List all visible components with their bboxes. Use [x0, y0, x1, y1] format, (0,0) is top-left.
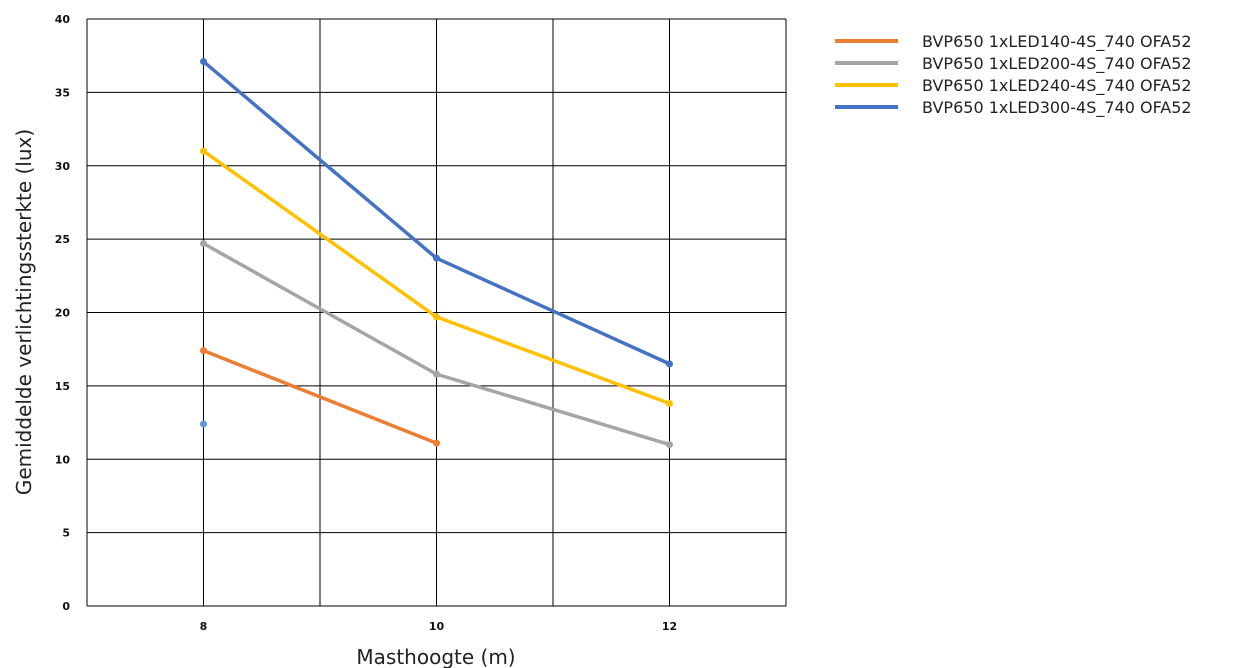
y-tick-label: 30 [55, 160, 71, 173]
data-point [433, 313, 440, 321]
y-tick-label: 35 [55, 86, 70, 99]
legend-label: BVP650 1xLED300-4S_740 OFA52 [922, 98, 1192, 118]
data-point [200, 420, 207, 428]
y-axis-ticks: 0 5 10 15 20 25 30 35 40 [55, 13, 71, 613]
legend-label: BVP650 1xLED200-4S_740 OFA52 [922, 54, 1192, 74]
data-point [666, 399, 673, 407]
x-axis-ticks: 8 10 12 [200, 620, 677, 633]
x-axis-label: Masthoogte (m) [356, 645, 515, 668]
data-point [433, 370, 440, 378]
legend-label: BVP650 1xLED240-4S_740 OFA52 [922, 76, 1192, 96]
y-tick-label: 40 [55, 13, 71, 26]
y-tick-label: 25 [55, 233, 70, 246]
y-tick-label: 20 [55, 307, 71, 320]
data-point [200, 147, 207, 155]
data-point [666, 360, 673, 368]
y-tick-label: 10 [55, 453, 71, 466]
data-point [666, 441, 673, 449]
data-points [200, 58, 673, 449]
y-axis-label: Gemiddelde verlichtingssterkte (lux) [12, 129, 36, 495]
x-tick-label: 8 [200, 620, 208, 633]
grid [86, 18, 787, 607]
x-tick-label: 12 [662, 620, 677, 633]
data-point [433, 254, 440, 262]
data-point [433, 439, 440, 447]
x-tick-label: 10 [429, 620, 445, 633]
data-point [200, 347, 207, 355]
legend-label: BVP650 1xLED140-4S_740 OFA52 [922, 32, 1192, 52]
y-tick-label: 15 [55, 380, 70, 393]
y-tick-label: 0 [62, 600, 70, 613]
data-point [200, 58, 207, 66]
y-tick-label: 5 [62, 527, 70, 540]
data-point [200, 240, 207, 248]
series-line-1 [201, 348, 439, 445]
